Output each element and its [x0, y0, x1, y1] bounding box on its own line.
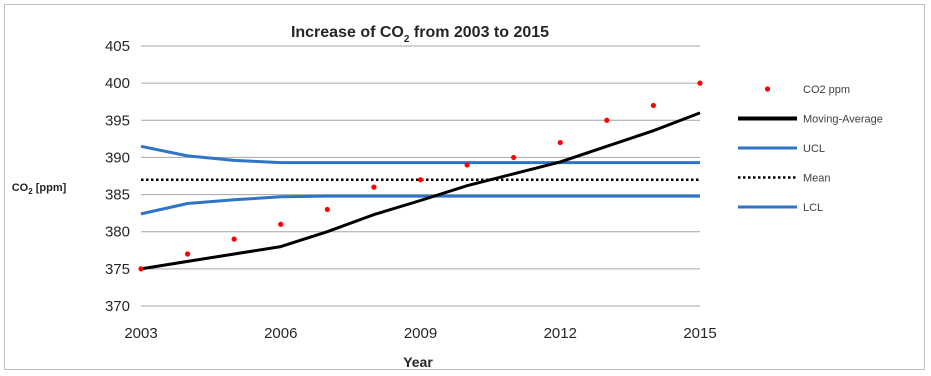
y-axis-label: CO2 [ppm] [12, 182, 67, 196]
y-tick-385: 385 [105, 187, 130, 204]
legend-marker-co2-ppm [764, 86, 771, 92]
x-tick-2003: 2003 [124, 325, 157, 342]
y-tick-375: 375 [105, 261, 130, 278]
x-tick-2012: 2012 [544, 325, 577, 342]
point-co2-ppm-2012 [557, 139, 563, 146]
y-tick-380: 380 [105, 224, 130, 241]
data-series [138, 80, 703, 272]
point-co2-ppm-2014 [650, 102, 657, 109]
x-tick-labels: 2003 2006 2009 2012 2015 [124, 325, 716, 342]
legend-label-moving-average: Moving-Average [803, 114, 883, 126]
line-ucl [140, 144, 700, 165]
y-tick-390: 390 [105, 149, 130, 166]
legend-label-mean: Mean [803, 173, 831, 185]
x-tick-2015: 2015 [683, 325, 716, 342]
y-tick-400: 400 [105, 75, 130, 92]
x-tick-2006: 2006 [264, 325, 297, 342]
point-co2-ppm-2004 [184, 251, 191, 257]
point-co2-ppm-2010 [464, 162, 470, 168]
y-tick-labels: 405 400 395 390 385 380 375 370 [105, 38, 130, 315]
x-axis-label: Year [403, 354, 433, 370]
point-co2-ppm-2005 [231, 236, 237, 242]
point-co2-ppm-2008 [371, 184, 377, 190]
legend-label-ucl: UCL [803, 143, 825, 155]
gridlines [141, 45, 700, 307]
x-tick-2009: 2009 [404, 325, 437, 342]
legend-label-lcl: LCL [803, 202, 823, 214]
point-co2-ppm-2006 [278, 221, 284, 227]
y-tick-370: 370 [105, 298, 130, 315]
line-moving-average [140, 111, 701, 271]
chart-title: Increase of CO2 from 2003 to 2015 [291, 24, 549, 45]
point-co2-ppm-2015 [697, 80, 703, 86]
y-tick-405: 405 [105, 38, 130, 55]
point-co2-ppm-2007 [324, 206, 330, 213]
point-co2-ppm-2009 [417, 177, 424, 183]
y-tick-395: 395 [105, 112, 130, 129]
legend-label-co2-ppm: CO2 ppm [803, 84, 850, 96]
point-co2-ppm-2011 [511, 154, 517, 161]
point-co2-ppm-2013 [604, 117, 610, 123]
point-co2-ppm-2003 [138, 266, 144, 272]
legend: CO2 ppm Moving-Average UCL Mean LCL [738, 84, 883, 214]
line-lcl [140, 194, 700, 216]
